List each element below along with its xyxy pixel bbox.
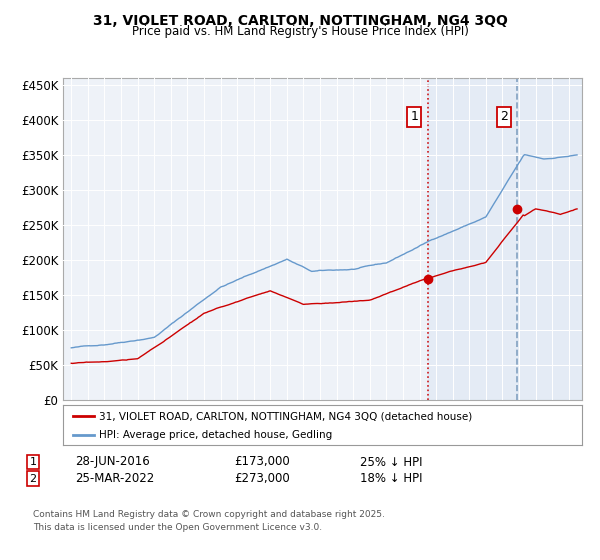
Text: 31, VIOLET ROAD, CARLTON, NOTTINGHAM, NG4 3QQ (detached house): 31, VIOLET ROAD, CARLTON, NOTTINGHAM, NG… bbox=[100, 411, 473, 421]
Text: 18% ↓ HPI: 18% ↓ HPI bbox=[360, 472, 422, 486]
Bar bbox=[428, 78, 582, 400]
Text: 2: 2 bbox=[29, 474, 37, 484]
Text: HPI: Average price, detached house, Gedling: HPI: Average price, detached house, Gedl… bbox=[100, 430, 332, 440]
Text: £173,000: £173,000 bbox=[234, 455, 290, 469]
Text: Price paid vs. HM Land Registry's House Price Index (HPI): Price paid vs. HM Land Registry's House … bbox=[131, 25, 469, 38]
Text: 1: 1 bbox=[410, 110, 418, 123]
Text: 2: 2 bbox=[500, 110, 508, 123]
Text: 25% ↓ HPI: 25% ↓ HPI bbox=[360, 455, 422, 469]
Text: 1: 1 bbox=[29, 457, 37, 467]
Text: Contains HM Land Registry data © Crown copyright and database right 2025.
This d: Contains HM Land Registry data © Crown c… bbox=[33, 510, 385, 531]
Text: £273,000: £273,000 bbox=[234, 472, 290, 486]
Text: 28-JUN-2016: 28-JUN-2016 bbox=[75, 455, 150, 469]
Text: 25-MAR-2022: 25-MAR-2022 bbox=[75, 472, 154, 486]
Text: 31, VIOLET ROAD, CARLTON, NOTTINGHAM, NG4 3QQ: 31, VIOLET ROAD, CARLTON, NOTTINGHAM, NG… bbox=[92, 14, 508, 28]
